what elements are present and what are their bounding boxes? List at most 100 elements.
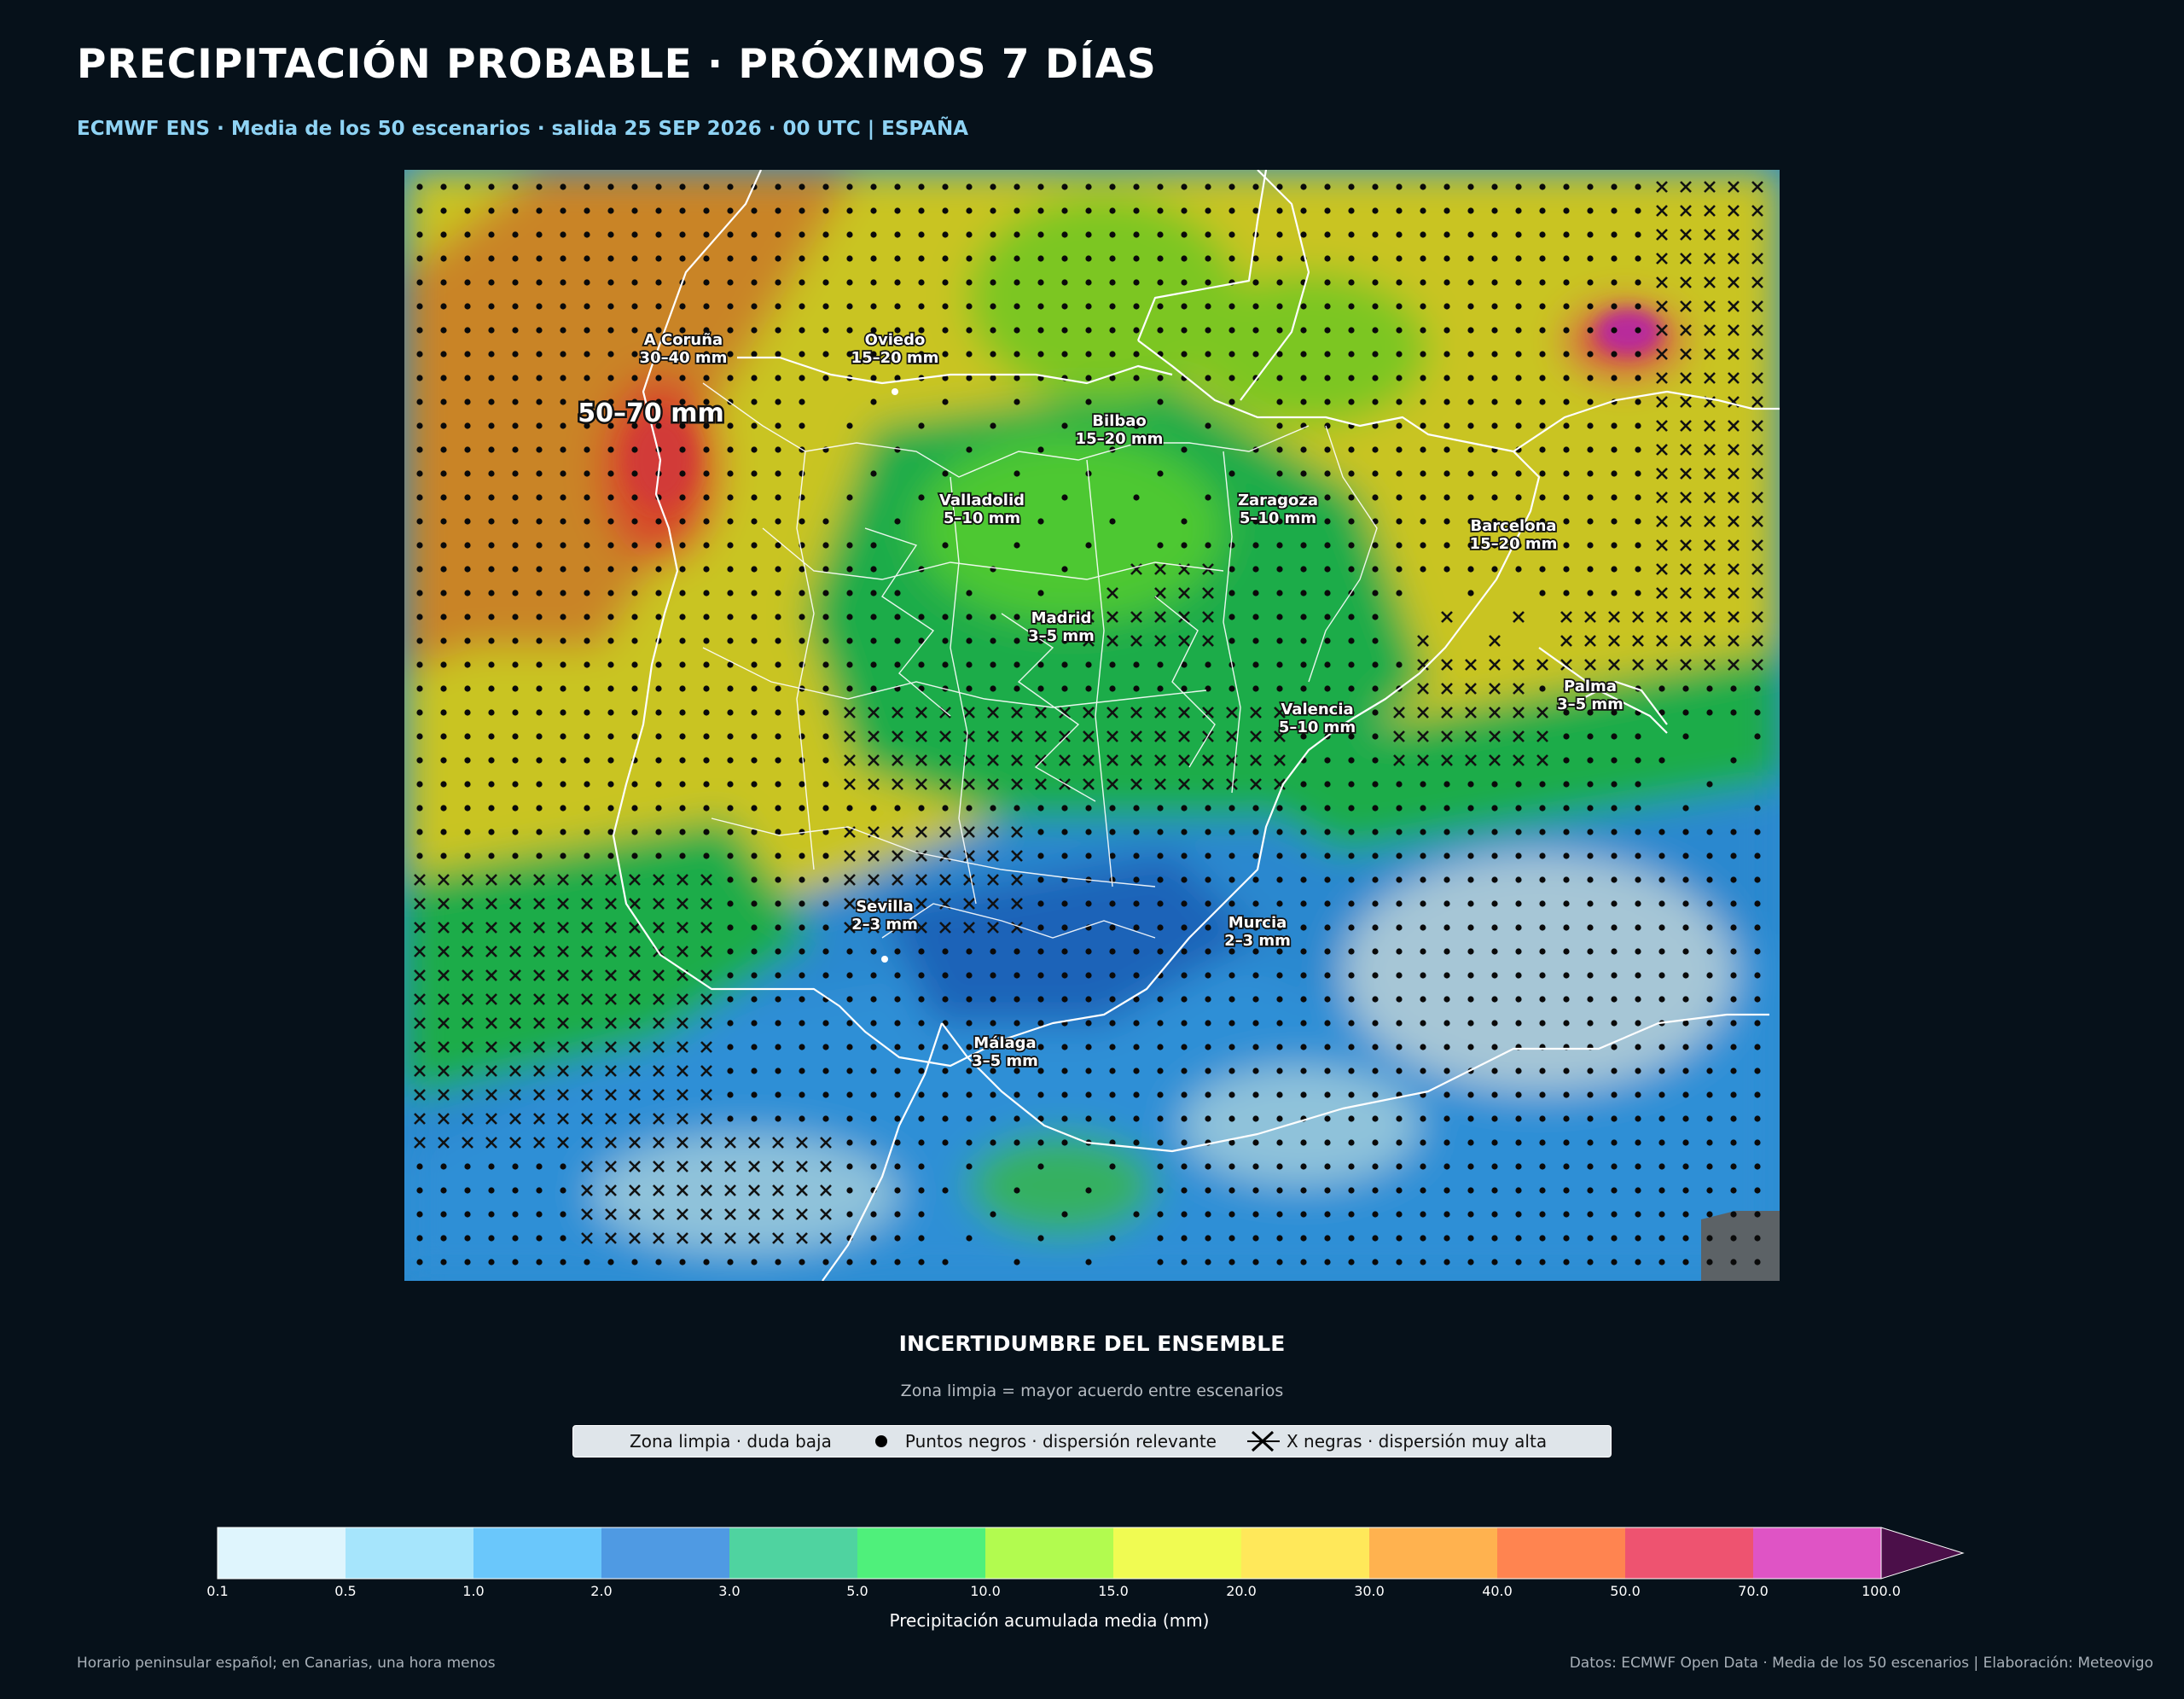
dot-marker (440, 685, 447, 692)
x-marker (963, 754, 975, 766)
dot-marker (440, 1211, 447, 1218)
dot-marker (1539, 207, 1546, 214)
dot-marker (1133, 351, 1140, 358)
dot-marker (1181, 351, 1188, 358)
page-title: PRECIPITACIÓN PROBABLE · PRÓXIMOS 7 DÍAS (77, 41, 1157, 88)
dot-marker (846, 1163, 853, 1170)
x-marker (533, 993, 545, 1005)
x-marker (700, 1089, 712, 1101)
dot-marker (799, 1044, 805, 1050)
dot-marker (1396, 1235, 1403, 1242)
dot-marker (703, 327, 710, 334)
dot-marker (464, 1163, 471, 1170)
dot-marker (727, 876, 734, 883)
x-marker (629, 1232, 641, 1244)
dot-marker (1515, 852, 1522, 859)
dot-marker (1754, 1187, 1761, 1194)
dot-marker (1014, 231, 1020, 238)
dot-marker (679, 781, 686, 788)
dot-marker (966, 1068, 973, 1074)
dot-marker (775, 399, 781, 405)
dot-marker (775, 1068, 781, 1074)
dot-marker (918, 1259, 925, 1266)
precipitation-map[interactable]: A Coruña 30–40 mm Oviedo 15–20 mm Bilbao… (404, 170, 1780, 1281)
dot-marker (464, 183, 471, 190)
dot-marker (1372, 207, 1379, 214)
dot-marker (1252, 255, 1259, 262)
x-marker (1680, 396, 1692, 408)
dot-marker (1300, 829, 1307, 835)
dot-marker (1611, 1163, 1618, 1170)
dot-marker (1563, 709, 1570, 716)
dot-marker (416, 829, 423, 835)
dot-marker (1635, 781, 1641, 788)
dot-marker (1587, 900, 1594, 907)
x-marker (892, 754, 903, 766)
dot-marker (703, 566, 710, 573)
dot-marker (775, 805, 781, 812)
x-marker (485, 1017, 497, 1029)
dot-marker (775, 661, 781, 668)
dot-marker (1563, 207, 1570, 214)
dot-marker (1085, 542, 1092, 549)
x-marker (1728, 515, 1740, 527)
dot-marker (775, 1044, 781, 1050)
dot-marker (727, 996, 734, 1003)
x-marker (915, 707, 927, 719)
dot-marker (512, 685, 519, 692)
dot-marker (1348, 566, 1355, 573)
x-marker (677, 1113, 688, 1125)
dot-marker (488, 279, 495, 286)
dot-marker (1061, 972, 1068, 979)
dot-marker (1635, 876, 1641, 883)
dot-marker (536, 446, 543, 453)
dot-marker (560, 566, 566, 573)
x-marker (963, 778, 975, 790)
dot-marker (1563, 1068, 1570, 1074)
x-marker (772, 1232, 784, 1244)
dot-marker (560, 637, 566, 644)
dot-marker (1252, 1139, 1259, 1146)
dot-marker (1635, 924, 1641, 931)
dot-marker (512, 375, 519, 381)
dot-marker (488, 829, 495, 835)
dot-marker (1563, 375, 1570, 381)
dot-marker (727, 805, 734, 812)
dot-marker (1133, 852, 1140, 859)
dot-marker (1587, 1068, 1594, 1074)
dot-marker (1539, 1091, 1546, 1098)
dot-marker (870, 207, 877, 214)
dot-marker (1515, 207, 1522, 214)
dot-marker (846, 1187, 853, 1194)
dot-marker (607, 494, 614, 501)
dot-marker (1109, 876, 1116, 883)
dot-marker (1754, 1115, 1761, 1122)
x-marker (915, 898, 927, 910)
dot-marker (1754, 805, 1761, 812)
dot-marker (1276, 590, 1283, 596)
x-marker (1656, 300, 1668, 312)
dot-marker (512, 614, 519, 620)
x-marker (1656, 420, 1668, 432)
dot-marker (1324, 1020, 1331, 1027)
dot-marker (1324, 614, 1331, 620)
dot-marker (942, 183, 949, 190)
dot-marker (1228, 1044, 1235, 1050)
dot-marker (751, 1044, 758, 1050)
dot-marker (1348, 1068, 1355, 1074)
x-marker (557, 969, 569, 981)
dot-marker (1061, 351, 1068, 358)
x-marker (724, 1184, 736, 1196)
colorbar-tick-label: 0.5 (334, 1583, 357, 1599)
dot-marker (679, 422, 686, 429)
dot-marker (1372, 1020, 1379, 1027)
dot-marker (631, 327, 638, 334)
dot-marker (607, 1259, 614, 1266)
dot-marker (918, 327, 925, 334)
dot-marker (584, 637, 590, 644)
dot-marker (1443, 924, 1450, 931)
dot-marker (1037, 1020, 1044, 1027)
dot-marker (1372, 781, 1379, 788)
dot-marker (631, 1259, 638, 1266)
dot-marker (894, 614, 901, 620)
